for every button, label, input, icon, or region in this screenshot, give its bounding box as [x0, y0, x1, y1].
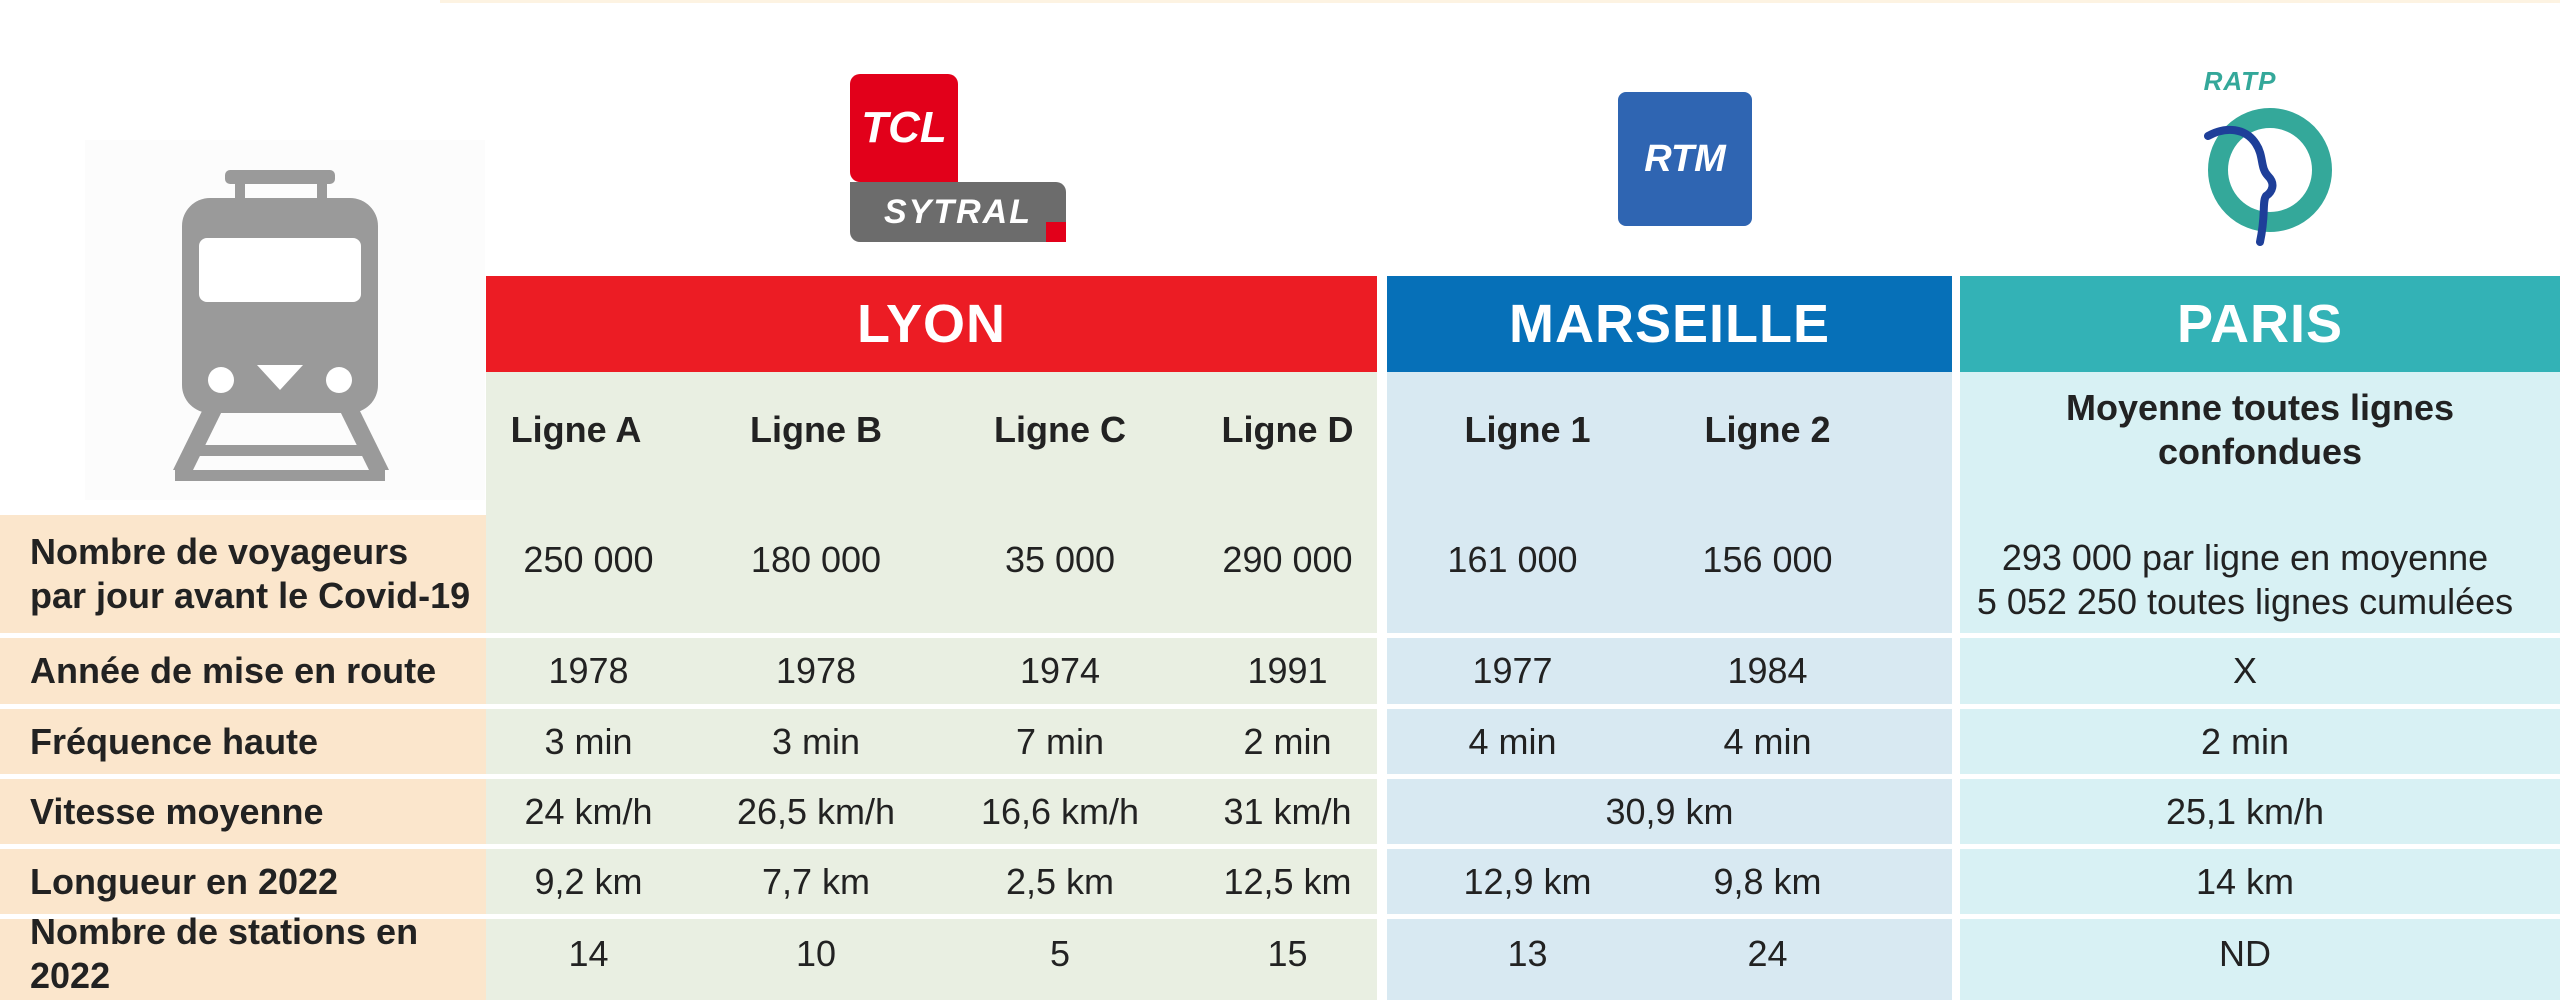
city-header-paris: PARIS: [1960, 276, 2560, 372]
cell-frequence-marseille-2: 4 min: [1723, 720, 1812, 762]
cell-voyageurs-paris: 293 000 par ligne en moyenne 5 052 250 to…: [1976, 537, 2514, 622]
tcl-logo-mark: TCL: [850, 74, 958, 182]
cell-voyageurs-lyon-d: 290 000: [1222, 539, 1353, 580]
row-separator: [0, 633, 2560, 638]
row-separator: [0, 914, 2560, 919]
city-header-marseille: MARSEILLE: [1387, 276, 1952, 372]
cell-vitesse-lyon-b: 26,5 km/h: [736, 790, 896, 832]
cell-annee-lyon-c: 1974: [1019, 650, 1101, 691]
cell-voyageurs-marseille-2: 156 000: [1702, 539, 1833, 580]
cell-vitesse-marseille-merged: 30,9 km: [1605, 790, 1734, 832]
row-label-stations: Nombre de stations en 2022: [30, 911, 419, 996]
cell-frequence-lyon-d: 2 min: [1243, 720, 1332, 762]
cell-longueur-paris: 14 km: [2195, 860, 2295, 902]
sytral-logo-square: [1046, 222, 1066, 242]
cell-annee-lyon-b: 1978: [775, 650, 857, 691]
row-label-vitesse: Vitesse moyenne: [30, 790, 324, 832]
cell-stations-lyon-b: 10: [795, 933, 837, 974]
row-separator: [0, 704, 2560, 709]
cell-frequence-lyon-a: 3 min: [544, 720, 633, 762]
cell-voyageurs-lyon-b: 180 000: [750, 539, 882, 580]
ratp-logo: [2186, 96, 2346, 256]
cell-vitesse-lyon-a: 24 km/h: [524, 790, 653, 832]
cell-longueur-marseille-1: 12,9 km: [1463, 860, 1592, 902]
cell-annee-lyon-d: 1991: [1247, 650, 1328, 691]
cell-annee-marseille-2: 1984: [1727, 650, 1808, 691]
subheader-marseille-ligne-2: Ligne 2: [1704, 409, 1831, 450]
row-label-longueur: Longueur en 2022: [30, 860, 339, 902]
train-icon-area: [85, 140, 485, 500]
cell-longueur-lyon-b: 7,7 km: [761, 860, 871, 902]
cell-voyageurs-lyon-a: 250 000: [523, 539, 654, 580]
subheader-paris: Moyenne toutes lignes confondues: [2065, 387, 2455, 472]
marseille-column-background: [1387, 372, 1952, 1000]
cell-annee-paris: X: [2232, 650, 2257, 691]
cell-longueur-lyon-d: 12,5 km: [1223, 860, 1352, 902]
ratp-logo-text: RATP: [2203, 66, 2277, 96]
cell-longueur-marseille-2: 9,8 km: [1713, 860, 1822, 902]
label-column-background: [0, 515, 486, 1000]
rtm-logo: RTM: [1618, 92, 1752, 226]
cell-frequence-lyon-b: 3 min: [771, 720, 861, 762]
cell-voyageurs-marseille-1: 161 000: [1447, 539, 1578, 580]
cell-frequence-lyon-c: 7 min: [1015, 720, 1105, 762]
cell-voyageurs-lyon-c: 35 000: [1004, 539, 1116, 580]
cell-frequence-paris: 2 min: [2200, 720, 2290, 762]
cell-stations-lyon-d: 15: [1267, 933, 1308, 974]
lyon-column-background: [486, 372, 1377, 1000]
row-label-frequence: Fréquence haute: [30, 720, 319, 762]
paris-column-background: [1960, 372, 2560, 1000]
row-separator: [0, 774, 2560, 779]
cell-annee-marseille-1: 1977: [1472, 650, 1553, 691]
cell-frequence-marseille-1: 4 min: [1468, 720, 1557, 762]
row-label-voyageurs: Nombre de voyageurs par jour avant le Cov…: [30, 531, 471, 616]
cell-stations-marseille-2: 24: [1747, 933, 1788, 974]
city-header-lyon: LYON: [486, 276, 1377, 372]
subheader-lyon-ligne-c: Ligne C: [994, 409, 1126, 450]
cell-vitesse-lyon-d: 31 km/h: [1223, 790, 1352, 832]
cell-longueur-lyon-c: 2,5 km: [1005, 860, 1115, 902]
top-rule: [440, 0, 2560, 3]
subheader-lyon-ligne-d: Ligne D: [1221, 409, 1354, 450]
sytral-logo: SYTRAL: [850, 182, 1066, 242]
cell-stations-marseille-1: 13: [1507, 933, 1548, 974]
cell-stations-paris: ND: [2219, 933, 2271, 974]
row-separator: [0, 844, 2560, 849]
cell-vitesse-lyon-c: 16,6 km/h: [980, 790, 1140, 832]
subheader-lyon-ligne-b: Ligne B: [750, 409, 882, 450]
cell-annee-lyon-a: 1978: [548, 650, 629, 691]
subheader-lyon-ligne-a: Ligne A: [510, 409, 642, 450]
cell-longueur-lyon-a: 9,2 km: [534, 860, 643, 902]
cell-stations-lyon-c: 5: [1049, 933, 1071, 974]
cell-vitesse-paris: 25,1 km/h: [2165, 790, 2325, 832]
cell-stations-lyon-a: 14: [568, 933, 609, 974]
subheader-marseille-ligne-1: Ligne 1: [1464, 409, 1591, 450]
row-label-annee: Année de mise en route: [30, 650, 437, 691]
train-icon: [173, 170, 389, 481]
